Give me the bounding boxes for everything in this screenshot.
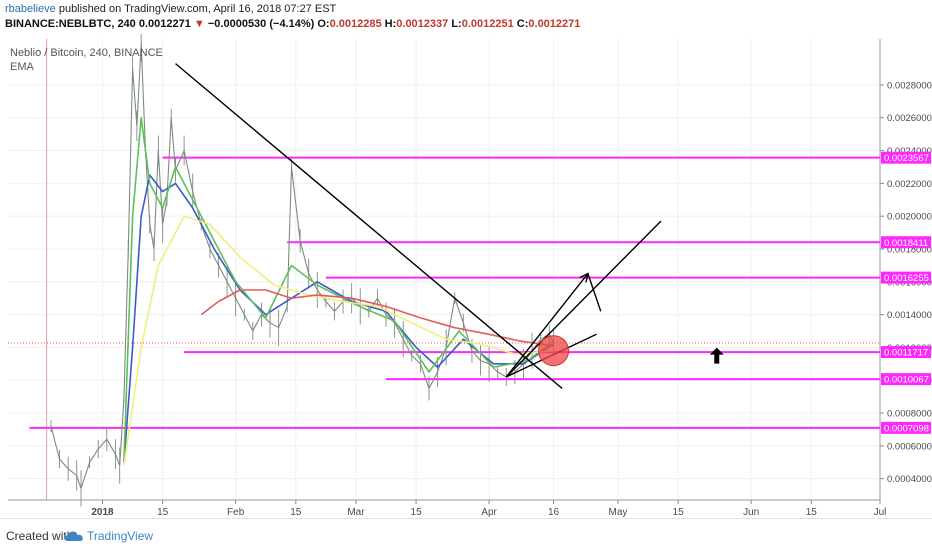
- x-tick-label: 15: [673, 507, 685, 518]
- x-tick-label: Feb: [227, 507, 245, 518]
- level-label: 0.0023567: [884, 153, 929, 164]
- y-tick-label: 0.0024000: [887, 146, 932, 157]
- author-link[interactable]: rbabelieve: [5, 3, 56, 15]
- level-label-bg: [881, 346, 931, 359]
- x-tick-label: 2018: [91, 507, 114, 518]
- symbol-line: BINANCE:NEBLBTC, 240 0.0012271 ▼ −0.0000…: [5, 18, 580, 30]
- price-change: −0.0000530 (−4.14%): [207, 18, 315, 30]
- close-label: C:: [516, 18, 529, 30]
- x-tick-label: Jun: [743, 507, 759, 518]
- price-chart[interactable]: 2018 15 Feb 15 Mar 15 Apr 16 May 15 Jun 15 Jul 0.0028…: [0, 34, 932, 518]
- grid: [8, 39, 881, 500]
- level-label: 0.0016255: [884, 273, 929, 284]
- trend-arrowhead: [579, 272, 589, 283]
- trend-line[interactable]: [505, 273, 589, 378]
- last-price: 0.0012271: [138, 18, 191, 30]
- open-label: O:: [317, 18, 330, 30]
- high-value: 0.0012337: [396, 18, 449, 30]
- y-tick-label: 0.0004000: [887, 474, 932, 485]
- highlight-circle[interactable]: [538, 335, 570, 367]
- published-text: published on TradingView.com, April 16, …: [58, 3, 337, 15]
- level-label-bg: [881, 271, 931, 284]
- drawings[interactable]: [175, 63, 724, 389]
- created-with-text: Created with: [6, 529, 74, 543]
- tradingview-brand-link[interactable]: TradingView: [87, 529, 154, 543]
- x-tick-label: Mar: [347, 507, 365, 518]
- horizontal-levels[interactable]: [29, 156, 880, 429]
- x-tick-label: 15: [290, 507, 302, 518]
- close-value: 0.0012271: [528, 18, 581, 30]
- level-label: 0.0018411: [884, 238, 928, 249]
- y-tick-label: 0.0022000: [887, 179, 932, 190]
- y-tick-label: 0.0006000: [887, 441, 932, 452]
- y-tick-label: 0.0020000: [887, 212, 932, 223]
- level-label: 0.0011717: [884, 348, 928, 359]
- x-tick-label: 15: [411, 507, 423, 518]
- y-tick-label: 0.0008000: [887, 409, 932, 420]
- ema-line: [123, 174, 554, 463]
- legend-indicator[interactable]: EMA: [10, 61, 35, 73]
- trend-line[interactable]: [505, 220, 662, 378]
- ema-lines: [123, 116, 554, 466]
- low-value: 0.0012251: [461, 18, 514, 30]
- price-line: [50, 43, 554, 490]
- symbol-text: BINANCE:NEBLBTC, 240: [5, 18, 136, 30]
- x-tick-label: May: [609, 507, 628, 518]
- footer: Created with TradingView: [0, 518, 932, 551]
- chart-header: rbabelieve published on TradingView.com,…: [0, 0, 932, 34]
- level-price-labels: 0.0023567 0.0018411 0.0016255 0.0011717 0.00…: [881, 151, 931, 434]
- down-arrow-icon: ▼: [193, 18, 205, 30]
- x-tick-label: 15: [806, 507, 818, 518]
- up-arrow-icon[interactable]: [709, 347, 724, 364]
- x-tick-label: 16: [548, 507, 560, 518]
- open-value: 0.0012285: [329, 18, 382, 30]
- level-label-bg: [881, 236, 931, 249]
- y-tick-label: 0.0018000: [887, 244, 932, 255]
- ema-line: [123, 215, 554, 466]
- trend-line[interactable]: [175, 63, 563, 389]
- x-tick-label: Jul: [874, 507, 887, 518]
- level-label-bg: [881, 373, 931, 386]
- level-label: 0.0010067: [884, 375, 929, 386]
- tradingview-cloud-icon: [64, 531, 83, 541]
- high-label: H:: [384, 18, 397, 30]
- trend-line[interactable]: [587, 273, 602, 312]
- x-tick-label: Apr: [481, 507, 497, 518]
- x-tick-label: 15: [157, 507, 169, 518]
- ema-line: [123, 116, 554, 460]
- level-label: 0.0007098: [884, 423, 929, 434]
- y-tick-label: 0.0026000: [887, 113, 932, 124]
- low-label: L:: [451, 18, 462, 30]
- legend-title: Neblio / Bitcoin, 240, BINANCE: [10, 47, 163, 59]
- y-tick-label: 0.0028000: [887, 80, 932, 91]
- publish-line: rbabelieve published on TradingView.com,…: [5, 3, 336, 15]
- level-label-bg: [881, 151, 931, 164]
- y-tick-label: 0.0014000: [887, 310, 932, 321]
- level-label-bg: [881, 421, 931, 434]
- ema-line: [200, 289, 554, 347]
